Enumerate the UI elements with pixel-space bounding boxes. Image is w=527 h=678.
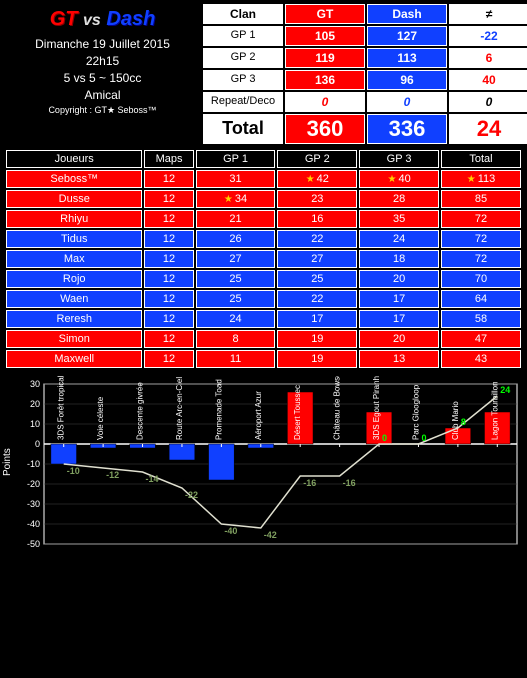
vs-label: vs (83, 12, 101, 29)
points-chart: Points -50-40-30-20-1001020303DS Forêt t… (4, 376, 523, 606)
svg-text:Désert Toussec: Désert Toussec (293, 385, 302, 440)
team1-name: GT (50, 8, 78, 30)
svg-text:0: 0 (382, 433, 387, 443)
svg-text:-20: -20 (27, 479, 40, 489)
svg-text:Club Mario: Club Mario (451, 401, 460, 440)
team2-name: Dash (106, 8, 155, 30)
svg-text:8: 8 (461, 417, 466, 427)
svg-text:-12: -12 (106, 470, 119, 480)
svg-text:-30: -30 (27, 499, 40, 509)
match-mode: 5 vs 5 ~ 150cc (6, 71, 199, 85)
svg-text:Voie céleste: Voie céleste (96, 396, 105, 440)
svg-text:0: 0 (421, 433, 426, 443)
svg-text:30: 30 (30, 379, 40, 389)
match-type: Amical (6, 88, 199, 102)
svg-text:0: 0 (35, 439, 40, 449)
match-title: GT vs Dash (6, 8, 199, 31)
svg-text:3DS Forêt tropical DK: 3DS Forêt tropical DK (57, 376, 66, 440)
match-info: GT vs Dash Dimanche 19 Juillet 2015 22h1… (4, 4, 201, 144)
svg-text:-40: -40 (27, 519, 40, 529)
players-table: JoueursMapsGP 1GP 2GP 3TotalSeboss™1231★… (4, 148, 523, 370)
svg-text:-16: -16 (303, 478, 316, 488)
svg-text:Château de Bowser: Château de Bowser (333, 376, 342, 440)
svg-text:-14: -14 (146, 474, 159, 484)
match-date: Dimanche 19 Juillet 2015 (6, 37, 199, 51)
svg-text:-42: -42 (264, 530, 277, 540)
svg-text:20: 20 (30, 399, 40, 409)
svg-text:Route Arc-en-Ciel: Route Arc-en-Ciel (175, 377, 184, 440)
svg-text:Descente givrée: Descente givrée (136, 382, 145, 440)
svg-text:Lagon Tourbillon: Lagon Tourbillon (490, 381, 499, 440)
svg-text:Parc Gloogloop: Parc Gloogloop (411, 384, 420, 440)
svg-text:Aéroport Azur: Aéroport Azur (254, 391, 263, 440)
svg-text:-10: -10 (27, 459, 40, 469)
svg-text:-10: -10 (67, 466, 80, 476)
svg-text:-16: -16 (343, 478, 356, 488)
svg-text:10: 10 (30, 419, 40, 429)
svg-text:-40: -40 (224, 526, 237, 536)
chart-svg: -50 -40 -30 -20 -10 0 10 20 30 3DS Forêt tropical… (4, 376, 523, 606)
match-time: 22h15 (6, 54, 199, 68)
svg-text:Promenade Toad: Promenade Toad (214, 379, 223, 440)
svg-text:24: 24 (500, 385, 510, 395)
svg-text:-22: -22 (185, 490, 198, 500)
copyright: Copyright : GT★ Seboss™ (6, 105, 199, 116)
svg-text:-50: -50 (27, 539, 40, 549)
svg-text:3DS Egout Piranha: 3DS Egout Piranha (372, 376, 381, 440)
summary-table: ClanGTDash≠GP 1105127-22GP 21191136GP 31… (203, 4, 523, 144)
